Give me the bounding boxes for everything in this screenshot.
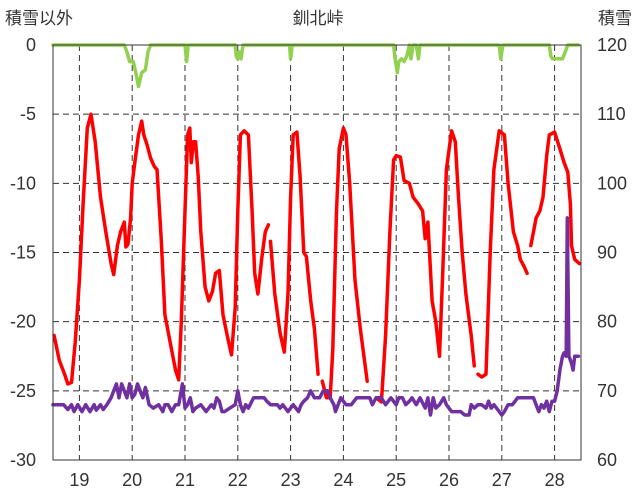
left-tick-label: -15 — [10, 243, 36, 263]
right-tick-label: 90 — [597, 243, 617, 263]
snow-depth-line — [51, 216, 581, 417]
right-tick-label: 120 — [597, 35, 627, 55]
right-axis-title: 積雪 — [598, 9, 632, 29]
plot-frame — [52, 44, 582, 461]
right-tick-label: 60 — [597, 450, 617, 470]
temperature-line — [52, 112, 271, 386]
left-tick-label: -30 — [10, 450, 36, 470]
left-tick-label: 0 — [26, 35, 36, 55]
x-tick-label: 21 — [175, 470, 195, 490]
x-tick-label: 23 — [281, 470, 301, 490]
temperature-line — [374, 129, 477, 404]
x-tick-label: 24 — [333, 470, 353, 490]
temperature-line — [476, 129, 529, 379]
x-tick-label: 20 — [122, 470, 142, 490]
left-tick-label: -25 — [10, 381, 36, 401]
x-tick-label: 27 — [492, 470, 512, 490]
x-tick-label: 28 — [545, 470, 565, 490]
right-tick-label: 110 — [597, 104, 626, 124]
left-axis-title: 積雪以外 — [5, 9, 73, 29]
left-tick-label: -5 — [20, 104, 36, 124]
right-tick-label: 70 — [597, 381, 617, 401]
temperature-line — [268, 130, 320, 376]
temperature-line — [529, 130, 582, 266]
left-tick-label: -10 — [10, 173, 36, 193]
chart-title: 釧北峠 — [293, 9, 344, 29]
right-tick-label: 80 — [597, 312, 617, 332]
x-tick-label: 26 — [439, 470, 459, 490]
x-tick-label: 25 — [386, 470, 406, 490]
x-tick-label: 22 — [228, 470, 248, 490]
right-tick-label: 100 — [597, 173, 627, 193]
left-tick-label: -20 — [10, 312, 36, 332]
tick-labels: 0 -5 -10 -15 -20 -25 -30 120 110 100 90 80 70 60 19 20 2… — [10, 35, 627, 490]
series-layer — [51, 43, 582, 417]
x-tick-label: 19 — [69, 470, 89, 490]
